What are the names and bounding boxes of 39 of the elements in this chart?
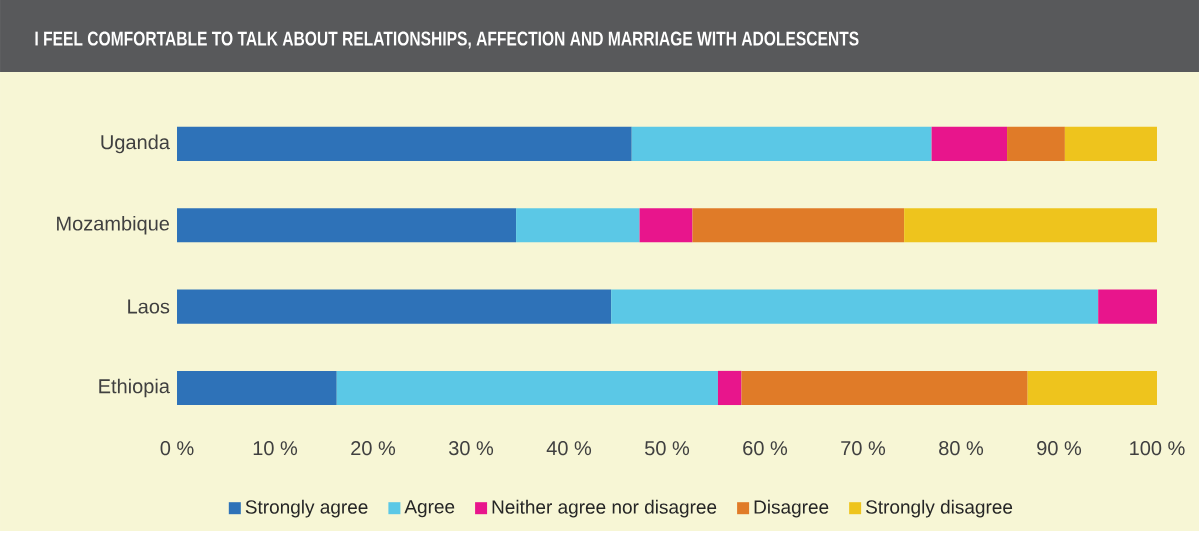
bar bbox=[631, 126, 932, 161]
x-tick-label: 50 % bbox=[645, 441, 690, 456]
x-tick-label: 70 % bbox=[841, 441, 886, 456]
y-tick-label: Uganda bbox=[101, 134, 170, 154]
y-tick-label: Mozambique bbox=[57, 215, 170, 235]
bar bbox=[1027, 370, 1157, 406]
bar bbox=[1098, 289, 1157, 324]
bar bbox=[931, 126, 1008, 161]
y-tick-label: Ethiopia bbox=[99, 378, 170, 398]
legend-label: Strongly disagree bbox=[866, 499, 1013, 518]
bar bbox=[1064, 126, 1157, 161]
bar bbox=[177, 126, 632, 161]
bar bbox=[741, 370, 1028, 406]
bar bbox=[717, 370, 742, 406]
x-tick-label: 30 % bbox=[448, 441, 494, 456]
legend-label: Disagree bbox=[754, 499, 829, 518]
legend-label: Strongly agree bbox=[245, 499, 368, 518]
bar bbox=[1007, 126, 1065, 161]
x-tick-label: 80 % bbox=[939, 441, 984, 456]
bar bbox=[177, 208, 517, 243]
bar bbox=[177, 370, 337, 406]
x-tick-label: 0 % bbox=[160, 441, 194, 456]
bar bbox=[639, 208, 693, 243]
bar bbox=[177, 289, 612, 324]
x-tick-label: 10 % bbox=[253, 441, 298, 456]
bar bbox=[611, 289, 1099, 324]
bar bbox=[516, 208, 640, 243]
x-tick-label: 100 % bbox=[1130, 441, 1185, 456]
bar bbox=[692, 208, 905, 243]
bar bbox=[336, 370, 718, 406]
legend-label: Neither agree nor disagree bbox=[492, 499, 717, 518]
x-tick-label: 90 % bbox=[1037, 441, 1082, 456]
x-tick-label: 40 % bbox=[546, 441, 592, 456]
bar bbox=[904, 208, 1157, 243]
y-tick-label: Laos bbox=[128, 299, 170, 314]
chart-title: I FEEL COMFORTABLE TO TALK ABOUT RELATIONSHIPS, AFFECTION AND MARRIAGE WITH ADOLESCENTS bbox=[35, 31, 859, 49]
legend-label: Agree bbox=[404, 500, 455, 518]
x-tick-label: 60 % bbox=[743, 441, 788, 456]
x-tick-label: 20 % bbox=[351, 441, 396, 456]
